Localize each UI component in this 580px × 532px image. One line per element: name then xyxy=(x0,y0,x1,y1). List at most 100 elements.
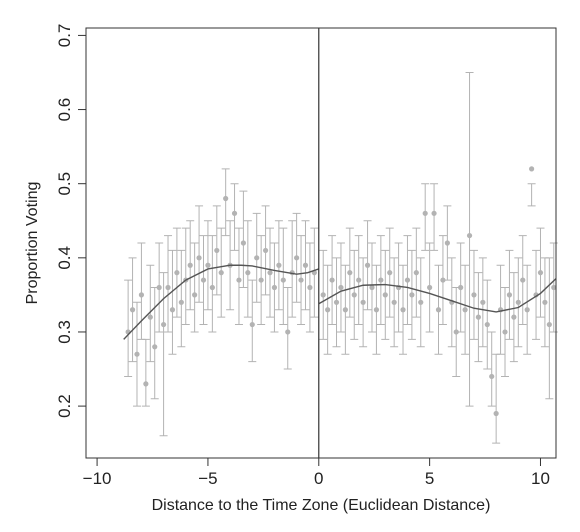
error-bar xyxy=(283,286,292,370)
y-tick-label: 0.4 xyxy=(55,246,74,270)
error-bar xyxy=(190,242,199,333)
data-point xyxy=(214,247,220,254)
data-point xyxy=(169,307,176,313)
data-point xyxy=(413,270,419,276)
error-bar xyxy=(487,331,496,407)
data-point xyxy=(511,314,517,320)
error-bar xyxy=(208,235,217,333)
y-tick-label: 0.6 xyxy=(55,98,74,122)
data-point xyxy=(546,321,552,328)
data-point xyxy=(387,270,393,276)
data-point xyxy=(192,292,198,298)
y-tick-label: 0.7 xyxy=(55,24,74,48)
data-point xyxy=(134,351,140,357)
error-bar xyxy=(124,279,133,377)
error-bar xyxy=(421,183,430,251)
fit-curve-left xyxy=(123,264,320,340)
error-bar xyxy=(288,220,297,318)
error-bar xyxy=(164,235,173,333)
data-point xyxy=(515,299,521,305)
data-point xyxy=(520,277,526,283)
data-point xyxy=(196,255,202,261)
data-point xyxy=(418,299,424,305)
x-tick-label: 0 xyxy=(314,469,323,488)
data-point xyxy=(307,284,313,291)
error-bar xyxy=(141,338,150,407)
data-point xyxy=(223,195,229,202)
error-bar xyxy=(230,183,239,251)
data-point xyxy=(276,262,282,268)
data-point xyxy=(524,307,530,313)
data-point xyxy=(218,270,224,276)
data-point xyxy=(249,321,255,328)
data-point xyxy=(351,292,357,298)
data-point xyxy=(453,329,459,335)
error-bar xyxy=(239,190,248,288)
data-point xyxy=(458,284,464,291)
error-bar xyxy=(465,71,474,407)
data-point xyxy=(466,232,473,239)
data-point xyxy=(165,284,171,291)
data-point xyxy=(444,240,450,246)
data-point xyxy=(475,314,482,320)
data-point xyxy=(489,373,495,380)
data-point xyxy=(480,299,486,305)
data-point xyxy=(462,307,468,313)
data-point xyxy=(427,284,433,291)
error-bar xyxy=(279,227,288,326)
data-point xyxy=(245,270,251,276)
data-point xyxy=(147,314,153,320)
data-point xyxy=(537,270,544,276)
data-point xyxy=(471,292,477,298)
x-axis: −10 −5 0 5 10 xyxy=(83,458,550,488)
data-point xyxy=(529,166,535,172)
data-point xyxy=(143,381,149,387)
data-point xyxy=(174,270,180,276)
x-tick-label: −10 xyxy=(83,469,112,488)
data-point xyxy=(347,270,353,276)
error-bar xyxy=(168,249,177,355)
error-bar xyxy=(430,183,439,251)
data-point xyxy=(382,292,388,298)
data-point xyxy=(356,277,362,283)
data-point xyxy=(267,270,273,276)
data-point xyxy=(431,210,437,216)
error-bar xyxy=(159,272,168,437)
data-point xyxy=(258,277,264,283)
data-point xyxy=(240,240,247,246)
error-bar xyxy=(248,279,257,363)
data-point xyxy=(440,277,446,283)
data-point xyxy=(302,262,309,268)
data-point xyxy=(209,284,215,291)
y-axis: 0.2 0.3 0.4 0.5 0.6 0.7 xyxy=(55,24,86,418)
data-point xyxy=(506,292,513,298)
data-point xyxy=(435,307,442,313)
data-point xyxy=(404,277,411,283)
data-point xyxy=(320,292,326,298)
data-point xyxy=(422,210,428,216)
x-tick-label: −5 xyxy=(198,469,217,488)
y-axis-title: Proportion Voting xyxy=(24,182,41,305)
data-point xyxy=(298,277,304,283)
y-tick-label: 0.3 xyxy=(55,320,74,344)
data-point xyxy=(294,255,300,261)
data-point xyxy=(493,410,499,417)
data-point xyxy=(280,277,286,283)
data-point xyxy=(236,277,242,283)
data-point xyxy=(285,329,291,335)
data-point xyxy=(338,284,344,291)
data-point xyxy=(369,284,375,291)
data-point xyxy=(156,284,162,291)
error-bar xyxy=(177,249,186,348)
error-bar xyxy=(137,242,146,340)
plot-frame xyxy=(85,27,557,459)
error-bar xyxy=(234,227,243,326)
data-point xyxy=(542,299,548,305)
error-bar xyxy=(146,264,155,363)
data-point xyxy=(409,292,415,298)
error-bar xyxy=(195,205,204,303)
data-point xyxy=(152,344,158,350)
data-point xyxy=(138,292,145,298)
y-tick-label: 0.5 xyxy=(55,172,74,196)
error-bar xyxy=(243,220,252,318)
